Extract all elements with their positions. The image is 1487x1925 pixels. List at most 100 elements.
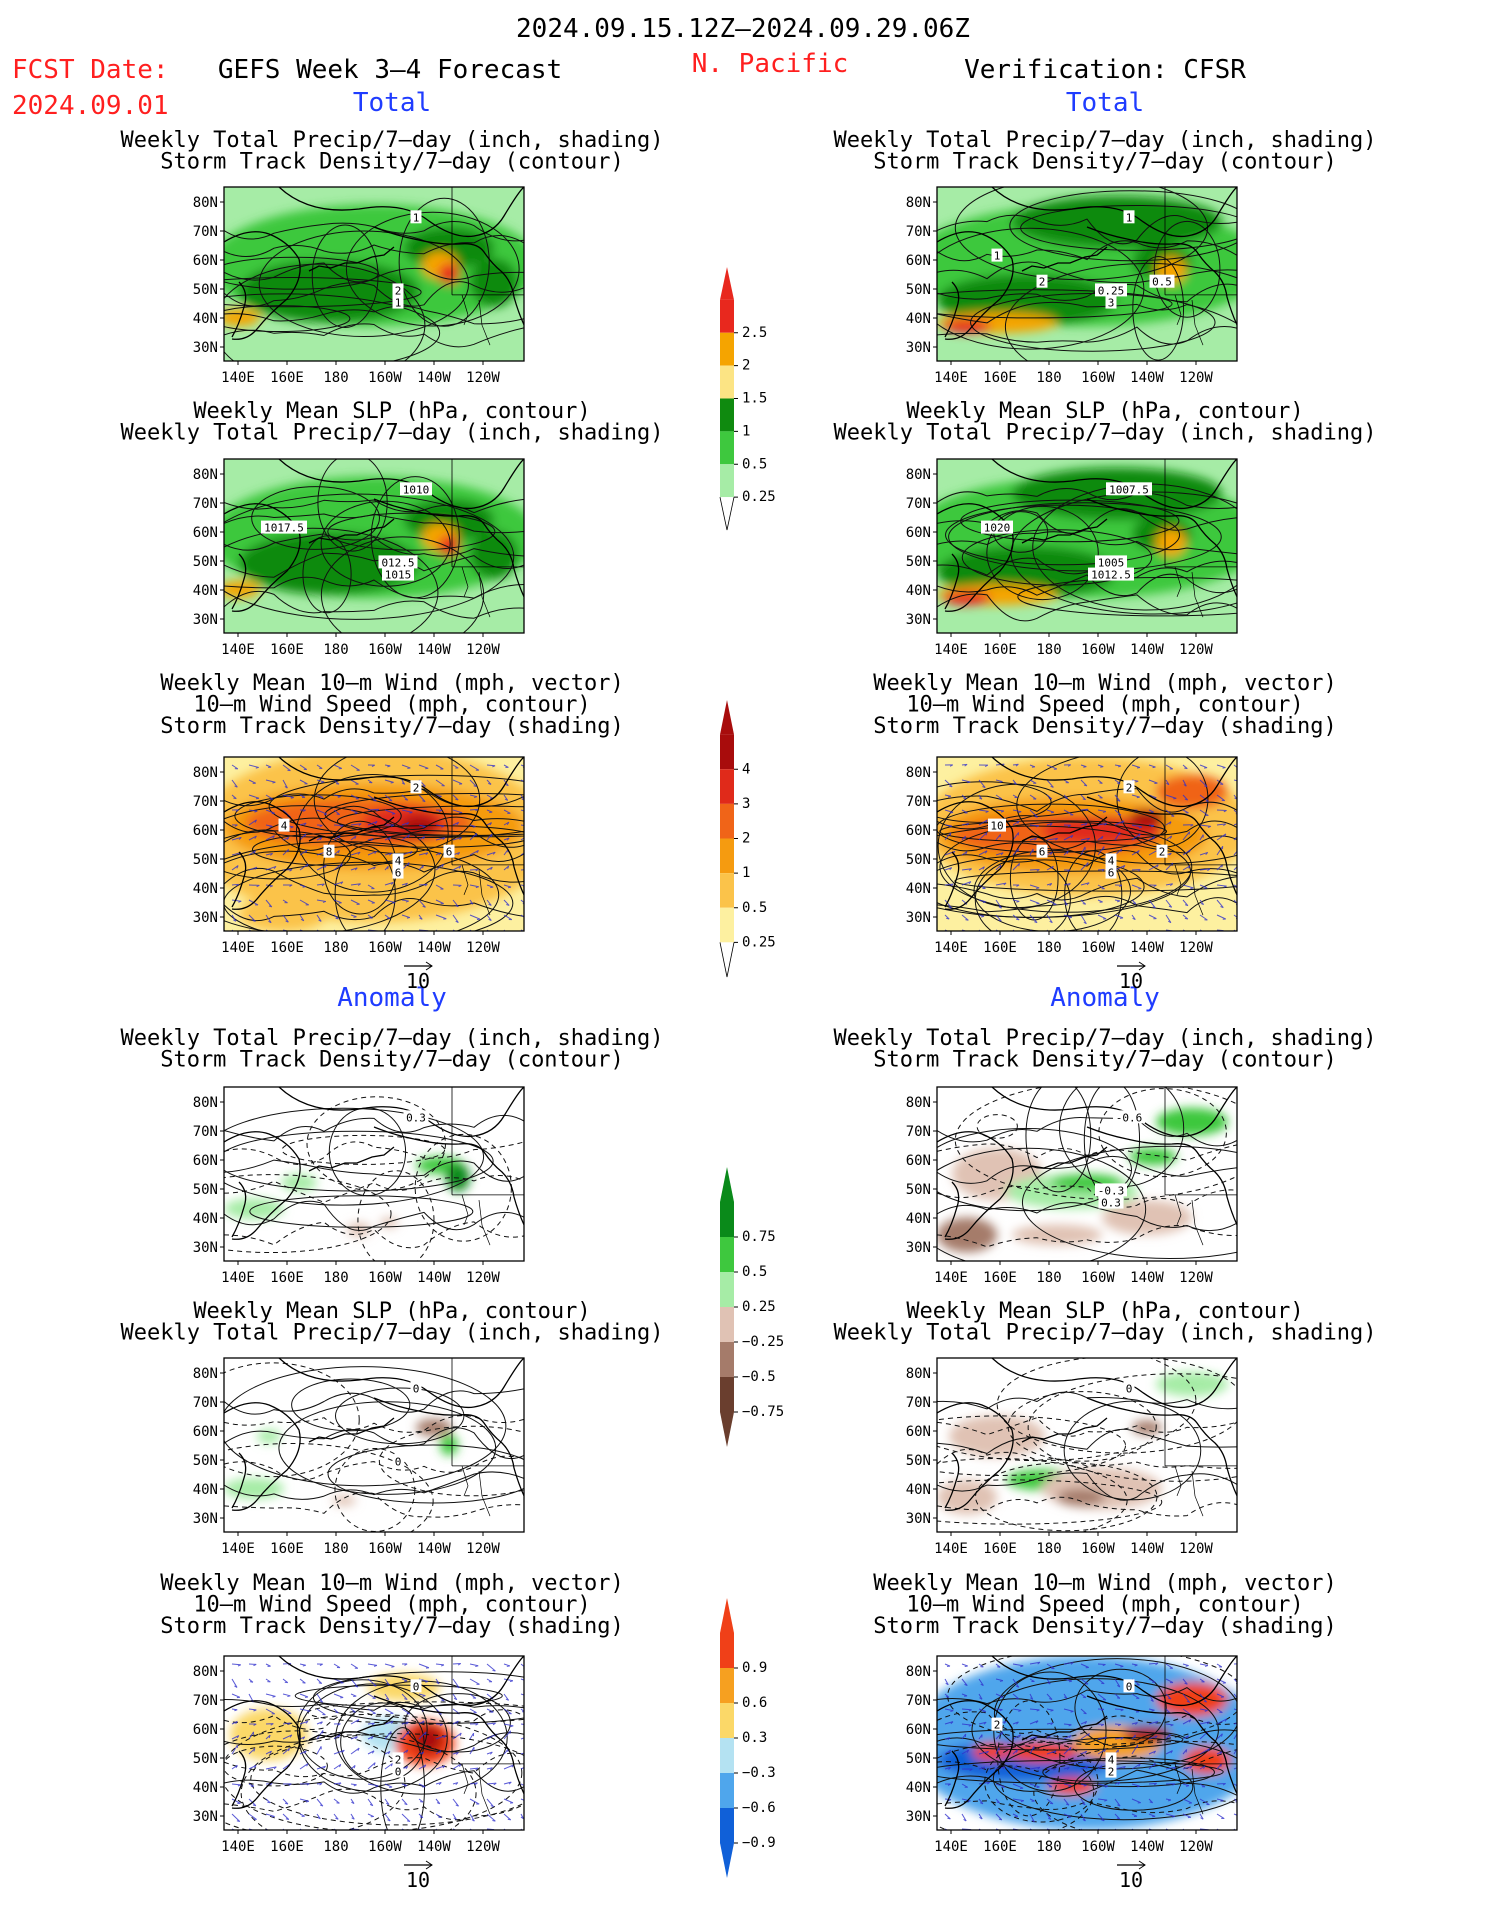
latitude-tick-label: 50N	[193, 282, 218, 298]
contour-label: 1	[1126, 211, 1133, 224]
latitude-tick-label: 60N	[906, 1424, 931, 1440]
contour-label-box	[378, 555, 418, 569]
contour-label-box	[988, 818, 1006, 832]
contour-lines	[224, 1671, 524, 1830]
map-panel-t3-forecast: Weekly Mean 10–m Wind (mph, vector)10–m …	[160, 671, 624, 993]
colorbar-bottom-cap	[720, 1843, 734, 1878]
contour-label: 6	[1039, 846, 1046, 859]
coastline	[224, 187, 524, 346]
contour-label: 4	[281, 820, 288, 833]
longitude-tick-label: 140W	[1130, 1270, 1164, 1286]
longitude-tick-label: 160W	[368, 940, 402, 956]
contour-label: 0	[413, 1680, 420, 1693]
latitude-tick-label: 60N	[193, 1424, 218, 1440]
longitude-tick-label: 160W	[368, 1270, 402, 1286]
panel-title-line: Storm Track Density/7–day (contour)	[160, 1048, 624, 1073]
longitude-tick-label: 180	[1036, 1270, 1061, 1286]
latitude-tick-label: 70N	[193, 1395, 218, 1411]
longitude-tick-label: 140E	[221, 1839, 255, 1855]
map-panel-t3-verif: Weekly Mean 10–m Wind (mph, vector)10–m …	[873, 671, 1337, 993]
longitude-tick-label: 160W	[1081, 1270, 1115, 1286]
colorbar-swatch	[720, 431, 734, 465]
longitude-tick-label: 140E	[221, 940, 255, 956]
contour-label-box	[1105, 1752, 1117, 1766]
colorbar-label: 1.5	[742, 391, 767, 407]
coastline	[224, 1358, 524, 1517]
colorbar-bottom-cap	[720, 1412, 734, 1447]
longitude-tick-label: 120W	[1179, 1839, 1213, 1855]
map-frame	[936, 1655, 1238, 1831]
colorbar-label: 0.5	[742, 900, 767, 916]
colorbar-track_anom: 0.9 0.6 0.3 −0.3 −0.6 −0.9	[720, 1598, 776, 1878]
contour-label: 10	[990, 820, 1003, 833]
coastline	[937, 1087, 1237, 1246]
longitude-tick-label: 120W	[466, 940, 500, 956]
latitude-tick-label: 50N	[906, 554, 931, 570]
panel-title-line: Weekly Mean SLP (hPa, contour)	[193, 1299, 590, 1324]
contour-label: 1005	[1098, 556, 1125, 569]
map-frame	[223, 756, 525, 932]
latitude-tick-label: 80N	[906, 1095, 931, 1111]
contour-label-box	[981, 520, 1013, 534]
latitude-tick-label: 70N	[193, 224, 218, 240]
coastline	[224, 1656, 524, 1815]
coastline	[937, 757, 1237, 916]
colorbar-swatch	[720, 1633, 734, 1668]
latitude-tick-label: 70N	[906, 1693, 931, 1709]
panel-title-line: Weekly Total Precip/7–day (inch, shading…	[833, 1321, 1376, 1346]
longitude-tick-label: 140W	[1130, 1541, 1164, 1557]
contour-label-box	[1123, 780, 1135, 794]
latitude-tick-label: 40N	[906, 1211, 931, 1227]
contour-label: 2	[1039, 276, 1046, 289]
longitude-tick-label: 160W	[1081, 642, 1115, 658]
contour-lines	[937, 187, 1237, 361]
contour-label: -0.3	[1098, 1184, 1125, 1197]
colorbar-top-cap	[720, 1167, 734, 1202]
latitude-tick-label: 50N	[906, 1182, 931, 1198]
longitude-tick-label: 160E	[270, 642, 304, 658]
latitude-tick-label: 50N	[906, 1453, 931, 1469]
latitude-tick-label: 70N	[193, 496, 218, 512]
panel-title-line: 10–m Wind Speed (mph, contour)	[906, 1593, 1303, 1618]
coastline	[937, 1358, 1237, 1517]
colorbar-label: 0.75	[742, 1229, 776, 1245]
longitude-tick-label: 140E	[934, 940, 968, 956]
contour-label-box	[403, 1110, 429, 1124]
contour-label: 1012.5	[1091, 569, 1131, 582]
latitude-tick-label: 50N	[193, 554, 218, 570]
latitude-tick-label: 40N	[906, 1780, 931, 1796]
colorbar-swatch	[720, 803, 734, 839]
colorbar-swatch	[720, 769, 734, 804]
section-anomaly-verif: Anomaly	[1050, 983, 1160, 1013]
date-range-title: 2024.09.15.12Z–2024.09.29.06Z	[516, 14, 970, 44]
contour-label: 1010	[403, 483, 430, 496]
longitude-tick-label: 160W	[368, 1541, 402, 1557]
latitude-tick-label: 50N	[906, 852, 931, 868]
colorbar-label: −0.9	[742, 1835, 776, 1851]
panel-title-line: Weekly Total Precip/7–day (inch, shading…	[833, 421, 1376, 446]
colorbar-label: −0.6	[742, 1800, 776, 1816]
region-title: N. Pacific	[692, 49, 849, 79]
colorbar-label: 0.25	[742, 934, 776, 950]
longitude-tick-label: 140E	[221, 1541, 255, 1557]
contour-label-box	[410, 1679, 422, 1693]
latitude-tick-label: 80N	[193, 765, 218, 781]
map-frame	[936, 458, 1238, 634]
longitude-tick-label: 140E	[221, 1270, 255, 1286]
contour-lines	[937, 757, 1237, 931]
contour-label: 6	[395, 867, 402, 880]
contour-label-box	[1095, 555, 1127, 569]
contour-lines	[224, 1096, 524, 1261]
longitude-tick-label: 180	[1036, 1839, 1061, 1855]
panel-title-line: Storm Track Density/7–day (shading)	[160, 1614, 624, 1639]
colorbar-precip_anom: 0.75 0.5 0.25 −0.25 −0.5 −0.75	[720, 1167, 784, 1447]
longitude-tick-label: 180	[1036, 940, 1061, 956]
vector-reference-label: 10	[1119, 1868, 1143, 1892]
latitude-tick-label: 60N	[906, 1153, 931, 1169]
map-panel-a3-forecast: Weekly Mean 10–m Wind (mph, vector)10–m …	[160, 1571, 624, 1892]
latitude-tick-label: 60N	[193, 1722, 218, 1738]
contour-label-box	[392, 853, 404, 867]
longitude-tick-label: 140E	[934, 370, 968, 386]
vector-reference-label: 10	[406, 1868, 430, 1892]
latitude-tick-label: 70N	[193, 1124, 218, 1140]
